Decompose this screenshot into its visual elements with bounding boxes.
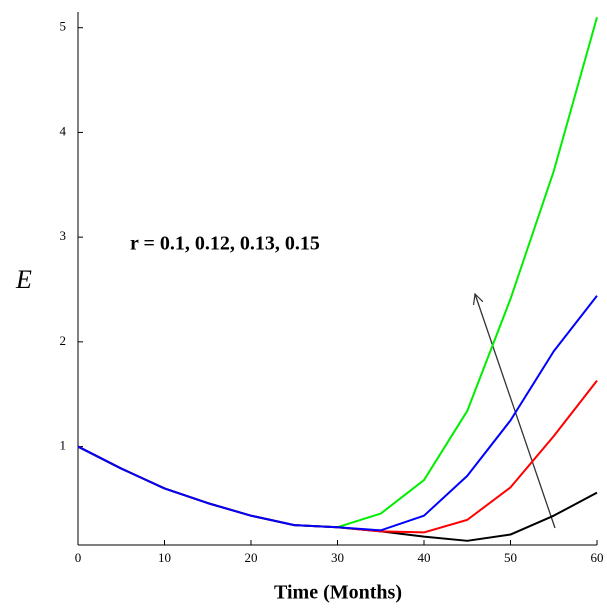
y-tick-label: 4 [60, 123, 67, 138]
x-tick-label: 30 [331, 550, 344, 565]
series-line [77, 379, 598, 534]
series-line [77, 16, 598, 529]
x-tick-label: 60 [591, 550, 604, 565]
annotation: r = 0.1, 0.12, 0.13, 0.15 [130, 233, 320, 255]
y-tick-label: 1 [60, 438, 67, 453]
x-tick-label: 20 [245, 550, 258, 565]
x-axis-label: Time (Months) [274, 582, 402, 604]
y-tick-label: 2 [60, 333, 67, 348]
x-tick-label: 0 [75, 550, 82, 565]
x-tick-label: 40 [418, 550, 431, 565]
x-tick-label: 10 [158, 550, 171, 565]
y-tick-label: 5 [60, 19, 67, 34]
y-tick-label: 3 [60, 228, 67, 243]
arrow [475, 294, 556, 529]
y-axis-label: E [15, 265, 32, 294]
series-line [77, 295, 598, 532]
x-tick-label: 50 [504, 550, 517, 565]
